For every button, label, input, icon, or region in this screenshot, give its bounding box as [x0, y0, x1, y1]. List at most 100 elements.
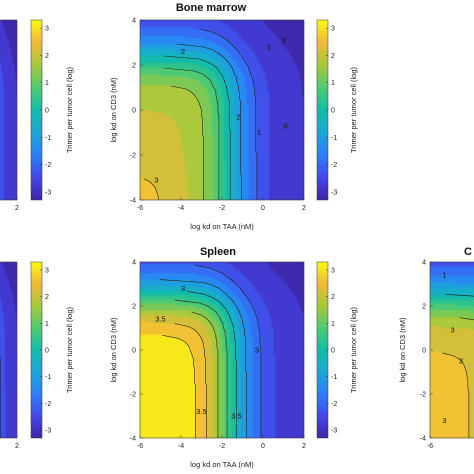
- plot-frame: [0, 261, 18, 439]
- panel-top-left: 2 3 2 1 0 -1 -2 -3 Trimer per tumor cell (log): [0, 19, 74, 212]
- colorbar-label: Trimer per tumor cell (log): [349, 307, 358, 393]
- contour-lines: [143, 28, 258, 200]
- x-tick-label: -2: [219, 205, 225, 212]
- colorbar-tick-label: 2: [331, 294, 335, 301]
- heatmap-surface: [140, 20, 304, 200]
- contour-label: 3: [451, 326, 455, 335]
- x-tick-label: 0: [261, 205, 265, 212]
- x-tick-label: -4: [178, 205, 184, 212]
- y-axis-label: log kd on CD3 (nM): [109, 77, 118, 143]
- x-tick-label: -6: [427, 443, 433, 450]
- colorbar-tick-label: 1: [331, 80, 335, 87]
- x-tick-label: 2: [15, 205, 19, 212]
- colorbar-tick-label: 3: [331, 268, 335, 275]
- colorbar-tick-label: 3: [45, 268, 49, 275]
- contour-line: [143, 178, 159, 200]
- contour-line: [191, 311, 219, 438]
- heatmap-surface: [140, 262, 304, 438]
- contour-line: [163, 55, 231, 200]
- colorbar-tick-label: -2: [331, 401, 337, 408]
- colorbar-tick-label: -1: [331, 374, 337, 381]
- contour-line: [174, 299, 228, 438]
- contour-line: [163, 67, 220, 200]
- contour-label: 1: [442, 271, 446, 280]
- contour-label: 3: [459, 357, 463, 366]
- colorbar-tick-label: 0: [331, 348, 335, 355]
- x-tick-label: -6: [137, 443, 143, 450]
- colorbar-label: Trimer per tumor cell (log): [349, 67, 358, 153]
- contour-line: [162, 335, 196, 438]
- contour-line: [176, 43, 242, 200]
- contour-label: 3.5: [196, 407, 206, 416]
- axis-ticks: 2: [15, 435, 19, 450]
- contour-line: [200, 28, 258, 200]
- contour-line: [187, 291, 237, 438]
- colorbar-tick-label: 3: [45, 26, 49, 33]
- heatmap-surface: [430, 262, 474, 438]
- colorbar-ticks: 3 2 1 0 -1 -2 -3: [40, 268, 51, 435]
- contour-label: 3: [255, 346, 259, 355]
- colorbar-ticks: 3 2 1 0 -1 -2 -3: [40, 26, 51, 196]
- heatmap-image: [140, 262, 304, 438]
- colorbar: 3 2 1 0 -1 -2 -3 Trimer per tumor cell (log): [30, 261, 74, 439]
- contour-label: 3.5: [231, 412, 241, 421]
- contour-label: 3: [154, 175, 158, 184]
- colorbar-tick-label: -3: [45, 189, 51, 196]
- heatmap-image: [140, 20, 304, 200]
- y-tick-label: 4: [132, 18, 136, 25]
- y-axis-label: log kd on CD3 (nM): [109, 317, 118, 383]
- y-tick-label: 0: [132, 348, 136, 355]
- colorbar-ticks: 3 2 1 0 -1 -2 -3: [326, 26, 337, 196]
- panel-title: C: [464, 246, 472, 258]
- axis-ticks: 2: [15, 197, 19, 212]
- y-axis-label: log kd on CD3 (nM): [398, 317, 407, 383]
- y-tick-label: 4: [422, 260, 426, 267]
- heatmap-image: [0, 20, 17, 200]
- colorbar-tick-label: -2: [45, 401, 51, 408]
- contour-line: [442, 352, 470, 438]
- contour-lines: [159, 264, 262, 438]
- colorbar-tick-label: -3: [331, 189, 337, 196]
- contour-lines: [442, 294, 474, 438]
- y-tick-label: 0: [422, 348, 426, 355]
- colorbar-tick-label: 2: [331, 53, 335, 60]
- colorbar-tick-label: -3: [331, 428, 337, 435]
- x-axis-label: log kd on TAA (nM): [190, 460, 254, 469]
- heatmap-surface: [0, 262, 17, 438]
- colorbar-tick-label: -1: [45, 374, 51, 381]
- x-tick-label: -4: [178, 443, 184, 450]
- colorbar-tick-label: 3: [331, 26, 335, 33]
- y-tick-label: 0: [132, 108, 136, 115]
- colorbar: 3 2 1 0 -1 -2 -3 Trimer per tumor cell (log): [316, 19, 358, 201]
- colorbar-tick-label: 1: [45, 321, 49, 328]
- colorbar-tick-label: 0: [331, 108, 335, 115]
- panel-right-partial: C 1 3 3 3 -6-4 -2 0 2 4 log kd on CD3 (nM): [398, 246, 474, 450]
- y-tick-label: 2: [132, 63, 136, 70]
- contour-label: 3: [442, 416, 446, 425]
- contour-label: 0: [281, 36, 285, 45]
- axis-ticks: -6-4 -2 0 2 4: [420, 260, 433, 451]
- contour-labels: 3 3.5 3 3.5 3.5: [155, 284, 259, 421]
- panel-title: Bone marrow: [176, 2, 247, 14]
- contour-label: 1: [257, 128, 261, 137]
- contour-line: [174, 323, 207, 438]
- y-tick-label: 2: [132, 304, 136, 311]
- y-tick-label: 2: [422, 304, 426, 311]
- contour-label: 0: [283, 121, 287, 130]
- contour-label: 3: [181, 284, 185, 293]
- y-tick-label: -2: [130, 153, 136, 160]
- x-tick-label: 2: [302, 205, 306, 212]
- heatmap-image: [0, 262, 17, 438]
- x-tick-label: 2: [302, 443, 306, 450]
- colorbar-tick-label: 1: [331, 321, 335, 328]
- colorbar-tick-label: -2: [331, 162, 337, 169]
- colorbar-tick-label: -3: [45, 428, 51, 435]
- x-tick-label: 2: [15, 443, 19, 450]
- contour-label: 3.5: [155, 315, 165, 324]
- y-tick-label: -4: [420, 436, 426, 443]
- colorbar-ticks: 3 2 1 0 -1 -2 -3: [326, 268, 337, 435]
